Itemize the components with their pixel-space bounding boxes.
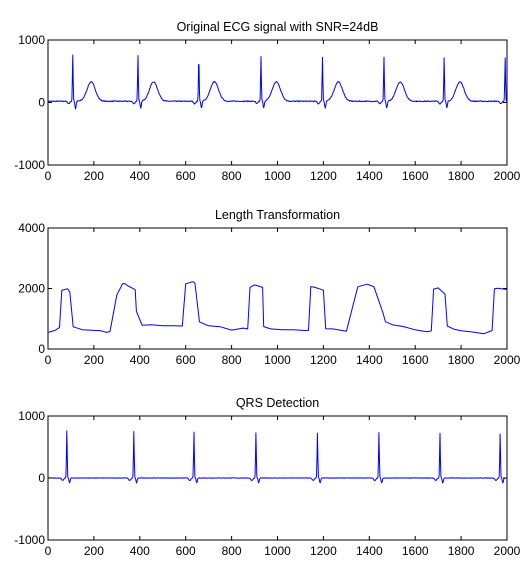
x-tick-label: 1600 bbox=[402, 169, 429, 183]
x-tick-label: 1600 bbox=[402, 353, 429, 367]
y-tick-label: 0 bbox=[38, 342, 45, 356]
x-tick-label: 1800 bbox=[448, 544, 475, 558]
series-line-length-transformation bbox=[48, 281, 507, 335]
x-tick-label: 1200 bbox=[310, 353, 337, 367]
x-tick-label: 1400 bbox=[356, 169, 383, 183]
x-tick-label: 400 bbox=[130, 353, 150, 367]
x-tick-label: 1200 bbox=[310, 169, 337, 183]
x-tick-label: 0 bbox=[45, 169, 52, 183]
x-tick-label: 200 bbox=[84, 169, 104, 183]
chart-title-original-ecg: Original ECG signal with SNR=24dB bbox=[177, 20, 379, 34]
x-tick-label: 600 bbox=[176, 169, 196, 183]
x-tick-label: 600 bbox=[176, 544, 196, 558]
y-tick-label: 0 bbox=[38, 96, 45, 110]
x-tick-label: 2000 bbox=[494, 353, 521, 367]
x-tick-label: 1800 bbox=[448, 353, 475, 367]
x-tick-label: 600 bbox=[176, 353, 196, 367]
x-tick-label: 0 bbox=[45, 544, 52, 558]
x-tick-label: 1000 bbox=[264, 169, 291, 183]
chart-title-length-transformation: Length Transformation bbox=[215, 208, 340, 222]
y-tick-label: -1000 bbox=[14, 158, 45, 172]
panel-length-transformation: Length Transformation 0 200 400 600 800 1000 12… bbox=[18, 208, 520, 367]
x-tick-label: 1400 bbox=[356, 544, 383, 558]
plot-area-original-ecg bbox=[47, 39, 508, 166]
x-tick-label: 200 bbox=[84, 353, 104, 367]
x-tick-label: 800 bbox=[222, 544, 242, 558]
x-tick-label: 2000 bbox=[494, 169, 521, 183]
series-line-qrs-detection bbox=[48, 430, 507, 484]
x-tick-label: 1800 bbox=[448, 169, 475, 183]
x-tick-label: 1400 bbox=[356, 353, 383, 367]
x-tick-label: 200 bbox=[84, 544, 104, 558]
y-tick-label: 1000 bbox=[18, 409, 45, 423]
x-tick-label: 1600 bbox=[402, 544, 429, 558]
x-tick-label: 0 bbox=[45, 353, 52, 367]
panel-qrs-detection: QRS Detection 0 200 400 600 800 1000 1200 1400 16… bbox=[14, 396, 520, 558]
plot-area-length-transformation bbox=[47, 227, 508, 350]
panel-original-ecg: Original ECG signal with SNR=24dB 0 200 400… bbox=[14, 20, 520, 183]
y-tick-label: 1000 bbox=[18, 33, 45, 47]
series-line-original-ecg bbox=[48, 54, 507, 110]
x-tick-label: 800 bbox=[222, 169, 242, 183]
y-tick-label: 0 bbox=[38, 471, 45, 485]
x-tick-label: 400 bbox=[130, 169, 150, 183]
x-tick-label: 400 bbox=[130, 544, 150, 558]
x-tick-label: 800 bbox=[222, 353, 242, 367]
chart-title-qrs-detection: QRS Detection bbox=[236, 396, 319, 410]
y-tick-label: -1000 bbox=[14, 533, 45, 547]
x-tick-label: 2000 bbox=[494, 544, 521, 558]
y-tick-label: 2000 bbox=[18, 282, 45, 296]
x-tick-label: 1000 bbox=[264, 544, 291, 558]
x-tick-label: 1000 bbox=[264, 353, 291, 367]
y-tick-label: 4000 bbox=[18, 221, 45, 235]
x-tick-label: 1200 bbox=[310, 544, 337, 558]
